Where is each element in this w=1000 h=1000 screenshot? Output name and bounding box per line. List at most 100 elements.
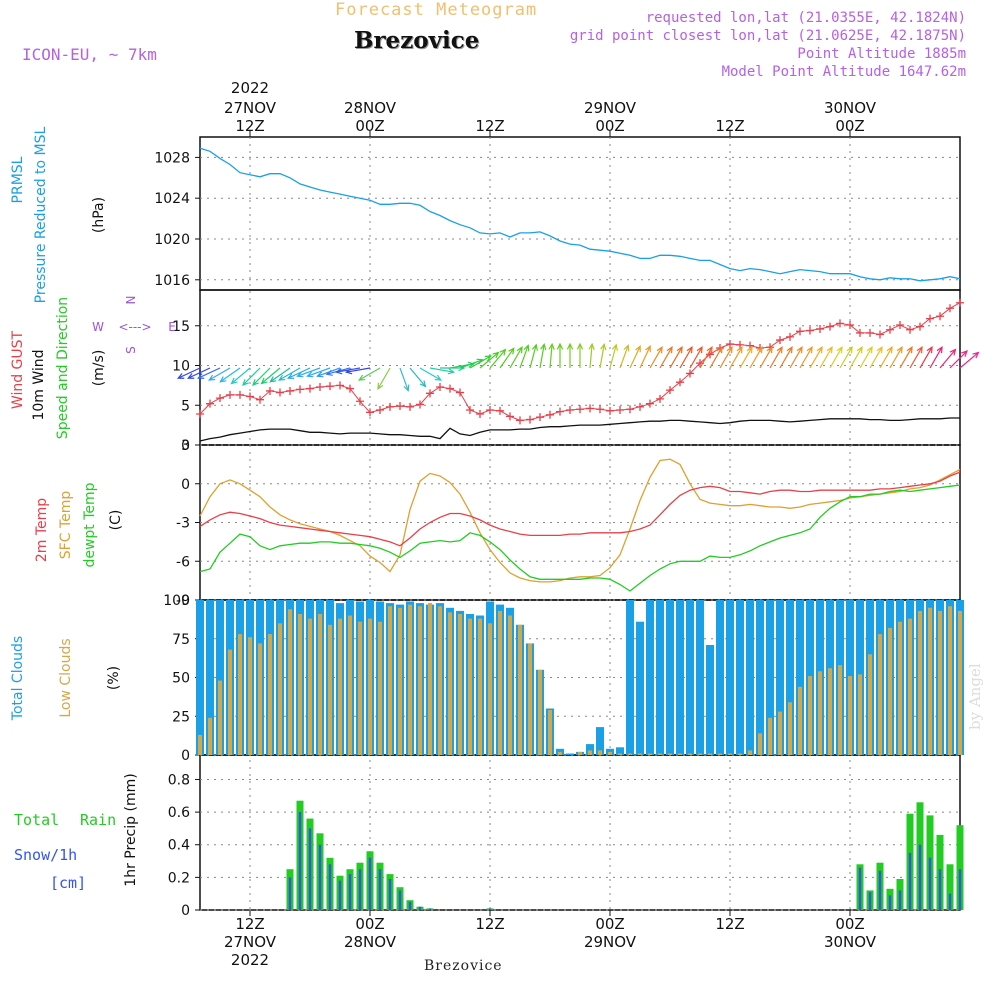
low-clouds-bar [608,751,612,755]
low-clouds-bar [718,753,722,755]
gust-point-marker [456,388,464,397]
gust-point-marker [246,392,254,401]
low-clouds-bar [858,674,862,755]
wind-direction-arrow [399,367,409,391]
low-clouds-bar [238,634,242,755]
compass-west: W [92,320,104,334]
wind-direction-arrow [689,346,703,369]
wind-arrow-head [716,346,723,354]
wind-arrow-head [540,343,547,351]
wind-direction-arrow [589,344,593,369]
wind-arrow-head [766,346,773,354]
wind-arrow-head [676,346,683,354]
wind-direction-arrow [719,346,733,369]
wind-arrow-head [961,350,968,357]
low-clouds-bar [758,733,762,755]
low-clouds-bar [268,634,272,755]
gust-point-marker [836,319,844,328]
wind-arrow-head [876,346,883,354]
requested-coords: requested lon,lat (21.0355E, 42.1824N) [645,10,966,26]
wind-direction-arrow [197,367,221,379]
low-clouds-bar [298,614,302,755]
wind-direction-arrow [297,367,321,377]
gust-point-marker [726,340,734,349]
time-label-bottom: 12Z [235,915,264,933]
low-clouds-bar [578,751,582,755]
wind-direction-arrow [208,367,231,381]
wind-direction-arrow [619,345,629,369]
y-tick-label: 1016 [154,273,190,289]
gust-point-marker [646,399,654,408]
precip-unit-label: 1hr Precip (mm) [123,773,139,886]
gust-point-marker [526,415,534,424]
time-label-top: 27NOV [224,99,277,117]
y-tick-label: -9 [176,593,190,609]
wind-direction-arrow [679,346,693,369]
y-tick-label: 0.2 [168,870,190,886]
low-clouds-bar [508,615,512,755]
gust-point-marker [866,328,874,337]
low-clouds-bar [338,618,342,755]
wind-arrow-head [696,346,703,354]
low-clouds-bar [258,643,262,755]
wind-direction-arrow [187,367,211,379]
compass-north: N [124,296,138,305]
cloud-label-low: Low Clouds [58,638,74,717]
time-label-top: 00Z [835,117,864,135]
sfc-temp-line [199,458,961,583]
snow-bar [348,874,352,910]
wind-arrow-head [531,343,538,351]
gust-point-marker [316,382,324,391]
snow-bar [378,869,382,910]
snow-bar [318,844,322,910]
wind-arrow-head [345,368,353,375]
wind-direction-arrow [509,346,523,369]
rain-bar [946,864,954,910]
gust-point-marker [346,384,354,393]
y-tick-label: 3 [181,438,190,454]
low-clouds-bar [558,751,562,755]
gust-point-marker [806,326,814,335]
wind-arrow-head [896,346,903,354]
wind-direction-arrow [859,346,873,369]
gust-point-marker [536,413,544,422]
low-clouds-bar [598,750,602,755]
wind-arrow-head [358,374,366,381]
wind-direction-arrow [609,344,617,369]
wind-arrow-head [523,344,530,352]
wind-direction-arrow [278,367,301,381]
wind-arrow-head [576,342,584,350]
gust-point-marker [796,327,804,336]
compass-horizontal: <---> [118,320,151,334]
low-clouds-bar [768,717,772,755]
y-tick-label: 1028 [154,150,190,166]
wind-arrow-head [846,346,853,354]
total-clouds-bar [756,600,764,755]
wind-arrow-head [949,348,957,356]
y-tick-label: 100 [163,593,190,609]
low-clouds-bar [618,753,622,755]
wind-arrow-head [836,346,843,354]
precip-label-cm: [cm] [50,874,86,892]
cloud-unit-label: (%) [106,666,122,690]
wind-direction-arrow [909,346,923,369]
wind-arrow-head [556,342,564,350]
low-clouds-bar [498,610,502,755]
time-label-top: 00Z [355,117,384,135]
y-tick-label: 0 [181,438,190,454]
snow-bar [338,880,342,910]
wind10m-series-line [199,417,960,442]
time-label-top: 12Z [715,117,744,135]
wind-direction-arrow [489,349,506,369]
wind-arrow-head [516,346,523,354]
low-clouds-bar [388,606,392,755]
wind-arrow-head [756,346,763,354]
wind-direction-arrow [336,367,361,373]
wind-arrow-head [886,346,893,354]
total-clouds-bar [696,600,704,755]
wind-arrow-head [736,346,743,354]
gust-point-marker [206,399,214,408]
gust-point-marker [606,406,614,415]
wind-direction-arrow [549,344,553,369]
